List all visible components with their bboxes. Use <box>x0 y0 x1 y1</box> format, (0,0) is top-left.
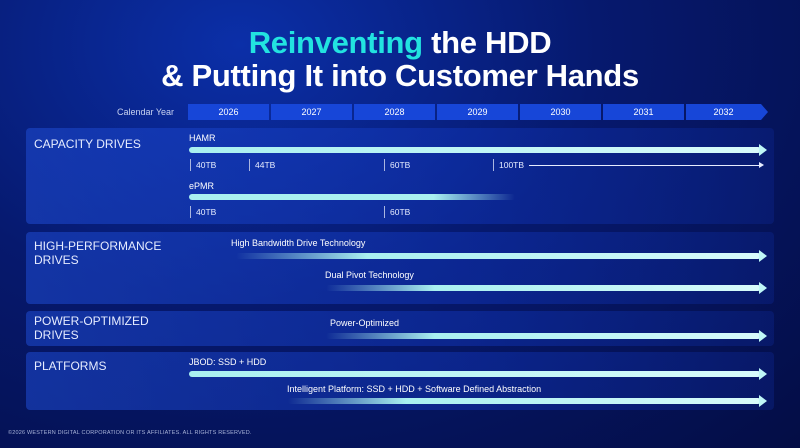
power-optimized-arrow <box>326 330 767 342</box>
title-accent: Reinventing <box>248 25 423 60</box>
title-line-2: & Putting It into Customer Hands <box>161 58 639 93</box>
year-2028: 2028 <box>354 104 435 120</box>
arrow-head-icon <box>759 250 767 262</box>
year-2027: 2027 <box>271 104 352 120</box>
year-2031: 2031 <box>603 104 684 120</box>
year-2030: 2030 <box>520 104 601 120</box>
year-2029: 2029 <box>437 104 518 120</box>
hamr-milestone-60tb: 60TB <box>384 159 410 171</box>
hamr-milestone-100tb: 100TB <box>493 159 524 171</box>
year-bar: 2026 2027 2028 2029 2030 2031 2032 <box>188 104 768 120</box>
calendar-year-label: Calendar Year <box>117 107 175 117</box>
title-line-1: Reinventing the HDD <box>0 26 800 59</box>
section-platforms: PLATFORMS JBOD: SSD + HDD Intelligent Pl… <box>26 352 774 410</box>
arrow-head-icon <box>759 282 767 294</box>
arrow-head-icon <box>759 395 767 407</box>
hamr-milestone-44tb: 44TB <box>249 159 275 171</box>
hamr-future-arrow <box>529 162 764 168</box>
jbod-label: JBOD: SSD + HDD <box>189 357 267 367</box>
section-capacity-drives: CAPACITY DRIVES HAMR 40TB 44TB 60TB 100T… <box>26 128 774 224</box>
high-bandwidth-arrow <box>236 250 767 262</box>
section-label-platforms: PLATFORMS <box>34 359 107 373</box>
year-bar-arrow-icon <box>761 104 768 120</box>
copyright-footer: ©2026 WESTERN DIGITAL CORPORATION OR ITS… <box>8 430 252 436</box>
dual-pivot-arrow <box>326 282 767 294</box>
year-2032: 2032 <box>686 104 761 120</box>
section-label-power: POWER-OPTIMIZED DRIVES <box>34 314 149 342</box>
year-2026: 2026 <box>188 104 269 120</box>
dual-pivot-label: Dual Pivot Technology <box>325 270 414 280</box>
epmr-milestone-60tb: 60TB <box>384 206 410 218</box>
title-line1-rest: the HDD <box>422 25 552 60</box>
arrow-head-icon <box>759 368 767 380</box>
epmr-label: ePMR <box>189 181 215 191</box>
arrow-head-icon <box>759 330 767 342</box>
hamr-arrow <box>189 144 767 156</box>
epmr-bar <box>189 194 515 200</box>
epmr-milestone-40tb: 40TB <box>190 206 216 218</box>
intelligent-platform-label: Intelligent Platform: SSD + HDD + Softwa… <box>287 384 542 394</box>
high-bandwidth-label: High Bandwidth Drive Technology <box>231 238 366 248</box>
power-optimized-label: Power-Optimized <box>330 318 400 328</box>
arrow-head-icon <box>759 144 767 156</box>
hamr-label: HAMR <box>189 133 216 143</box>
hamr-milestone-40tb: 40TB <box>190 159 216 171</box>
section-label-capacity: CAPACITY DRIVES <box>34 137 141 151</box>
thin-arrow-head-icon <box>759 162 764 168</box>
section-power-optimized-drives: POWER-OPTIMIZED DRIVES Power-Optimized <box>26 311 774 346</box>
jbod-arrow <box>189 368 767 380</box>
intelligent-platform-arrow <box>288 395 767 407</box>
slide-title: Reinventing the HDD & Putting It into Cu… <box>0 26 800 92</box>
section-high-performance-drives: HIGH-PERFORMANCE DRIVES High Bandwidth D… <box>26 232 774 304</box>
section-label-performance: HIGH-PERFORMANCE DRIVES <box>34 239 162 267</box>
